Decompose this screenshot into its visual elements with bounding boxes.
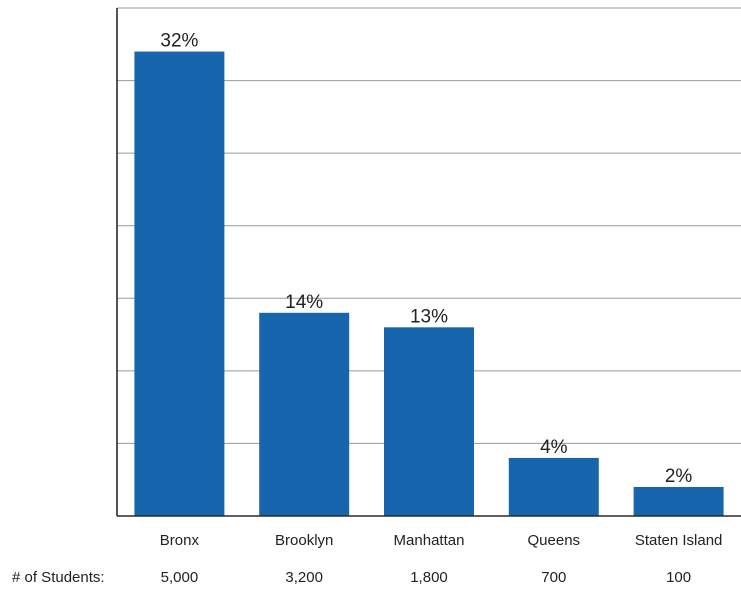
bar xyxy=(509,458,599,516)
data-label: 4% xyxy=(540,437,568,458)
bar xyxy=(134,52,224,516)
data-label: 14% xyxy=(285,292,323,313)
category-label: Bronx xyxy=(160,532,200,549)
data-label: 13% xyxy=(410,306,448,327)
student-count: 1,800 xyxy=(410,569,448,586)
category-labels: Bronx Brooklyn Manhattan Queens Staten Islan… xyxy=(160,532,723,549)
bar xyxy=(384,327,474,516)
category-label: Brooklyn xyxy=(275,532,333,549)
data-label: 2% xyxy=(665,466,693,487)
data-label: 32% xyxy=(160,31,198,52)
category-label: Queens xyxy=(528,532,581,549)
student-count-title: # of Students: xyxy=(12,569,105,586)
category-label: Manhattan xyxy=(394,532,465,549)
student-count: 5,000 xyxy=(161,569,199,586)
student-count: 700 xyxy=(541,569,566,586)
student-count: 3,200 xyxy=(285,569,323,586)
category-label: Staten Island xyxy=(635,532,723,549)
bars xyxy=(134,52,723,516)
bar xyxy=(259,313,349,516)
student-count-row: # of Students: 5,000 3,200 1,800 700 100 xyxy=(12,569,691,586)
student-count: 100 xyxy=(666,569,691,586)
bar xyxy=(634,487,724,516)
